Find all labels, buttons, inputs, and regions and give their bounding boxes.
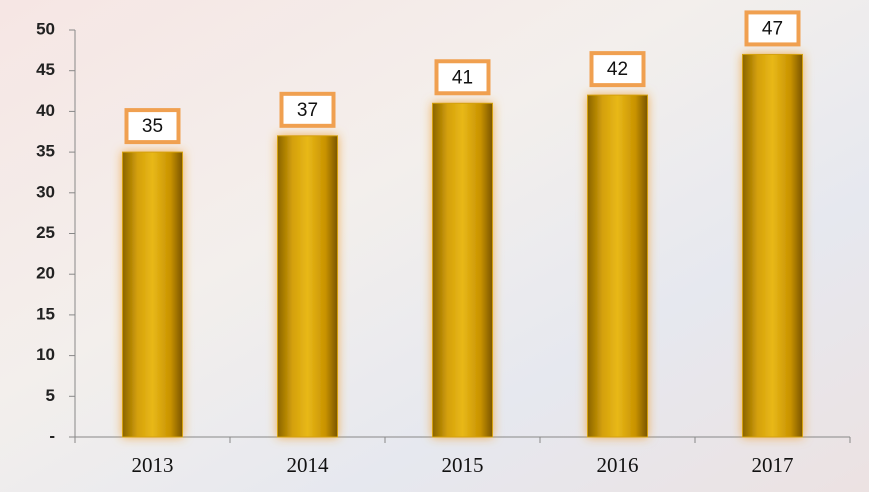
bar xyxy=(588,95,648,437)
bar xyxy=(433,103,493,437)
x-tick-label: 2016 xyxy=(597,453,639,477)
value-label: 42 xyxy=(607,59,628,80)
y-tick-label: 5 xyxy=(46,386,55,405)
x-tick-label: 2017 xyxy=(752,453,794,477)
value-label: 37 xyxy=(297,100,318,121)
y-tick-label: 20 xyxy=(36,264,55,283)
value-label: 47 xyxy=(762,18,783,39)
page: - 5 10 15 20 25 30 35 40 45 50 2013 35 2014 37 2015 41 20… xyxy=(0,0,869,492)
y-tick-label: 10 xyxy=(36,345,55,364)
x-tick-label: 2014 xyxy=(287,453,330,477)
y-tick-label: 30 xyxy=(36,182,55,201)
value-label: 41 xyxy=(452,67,473,88)
y-tick-label: - xyxy=(49,426,55,445)
bar xyxy=(743,54,803,437)
bar xyxy=(123,152,183,437)
y-tick-label: 35 xyxy=(36,142,55,161)
y-tick-label: 50 xyxy=(36,19,55,38)
x-tick-label: 2013 xyxy=(132,453,174,477)
x-tick-label: 2015 xyxy=(442,453,484,477)
y-tick-label: 45 xyxy=(36,60,55,79)
bar xyxy=(278,136,338,437)
y-tick-label: 25 xyxy=(36,223,55,242)
y-tick-label: 40 xyxy=(36,101,55,120)
value-label: 35 xyxy=(142,116,163,137)
y-tick-label: 15 xyxy=(36,304,55,323)
chart: - 5 10 15 20 25 30 35 40 45 50 2013 35 2014 37 2015 41 20… xyxy=(0,0,869,492)
